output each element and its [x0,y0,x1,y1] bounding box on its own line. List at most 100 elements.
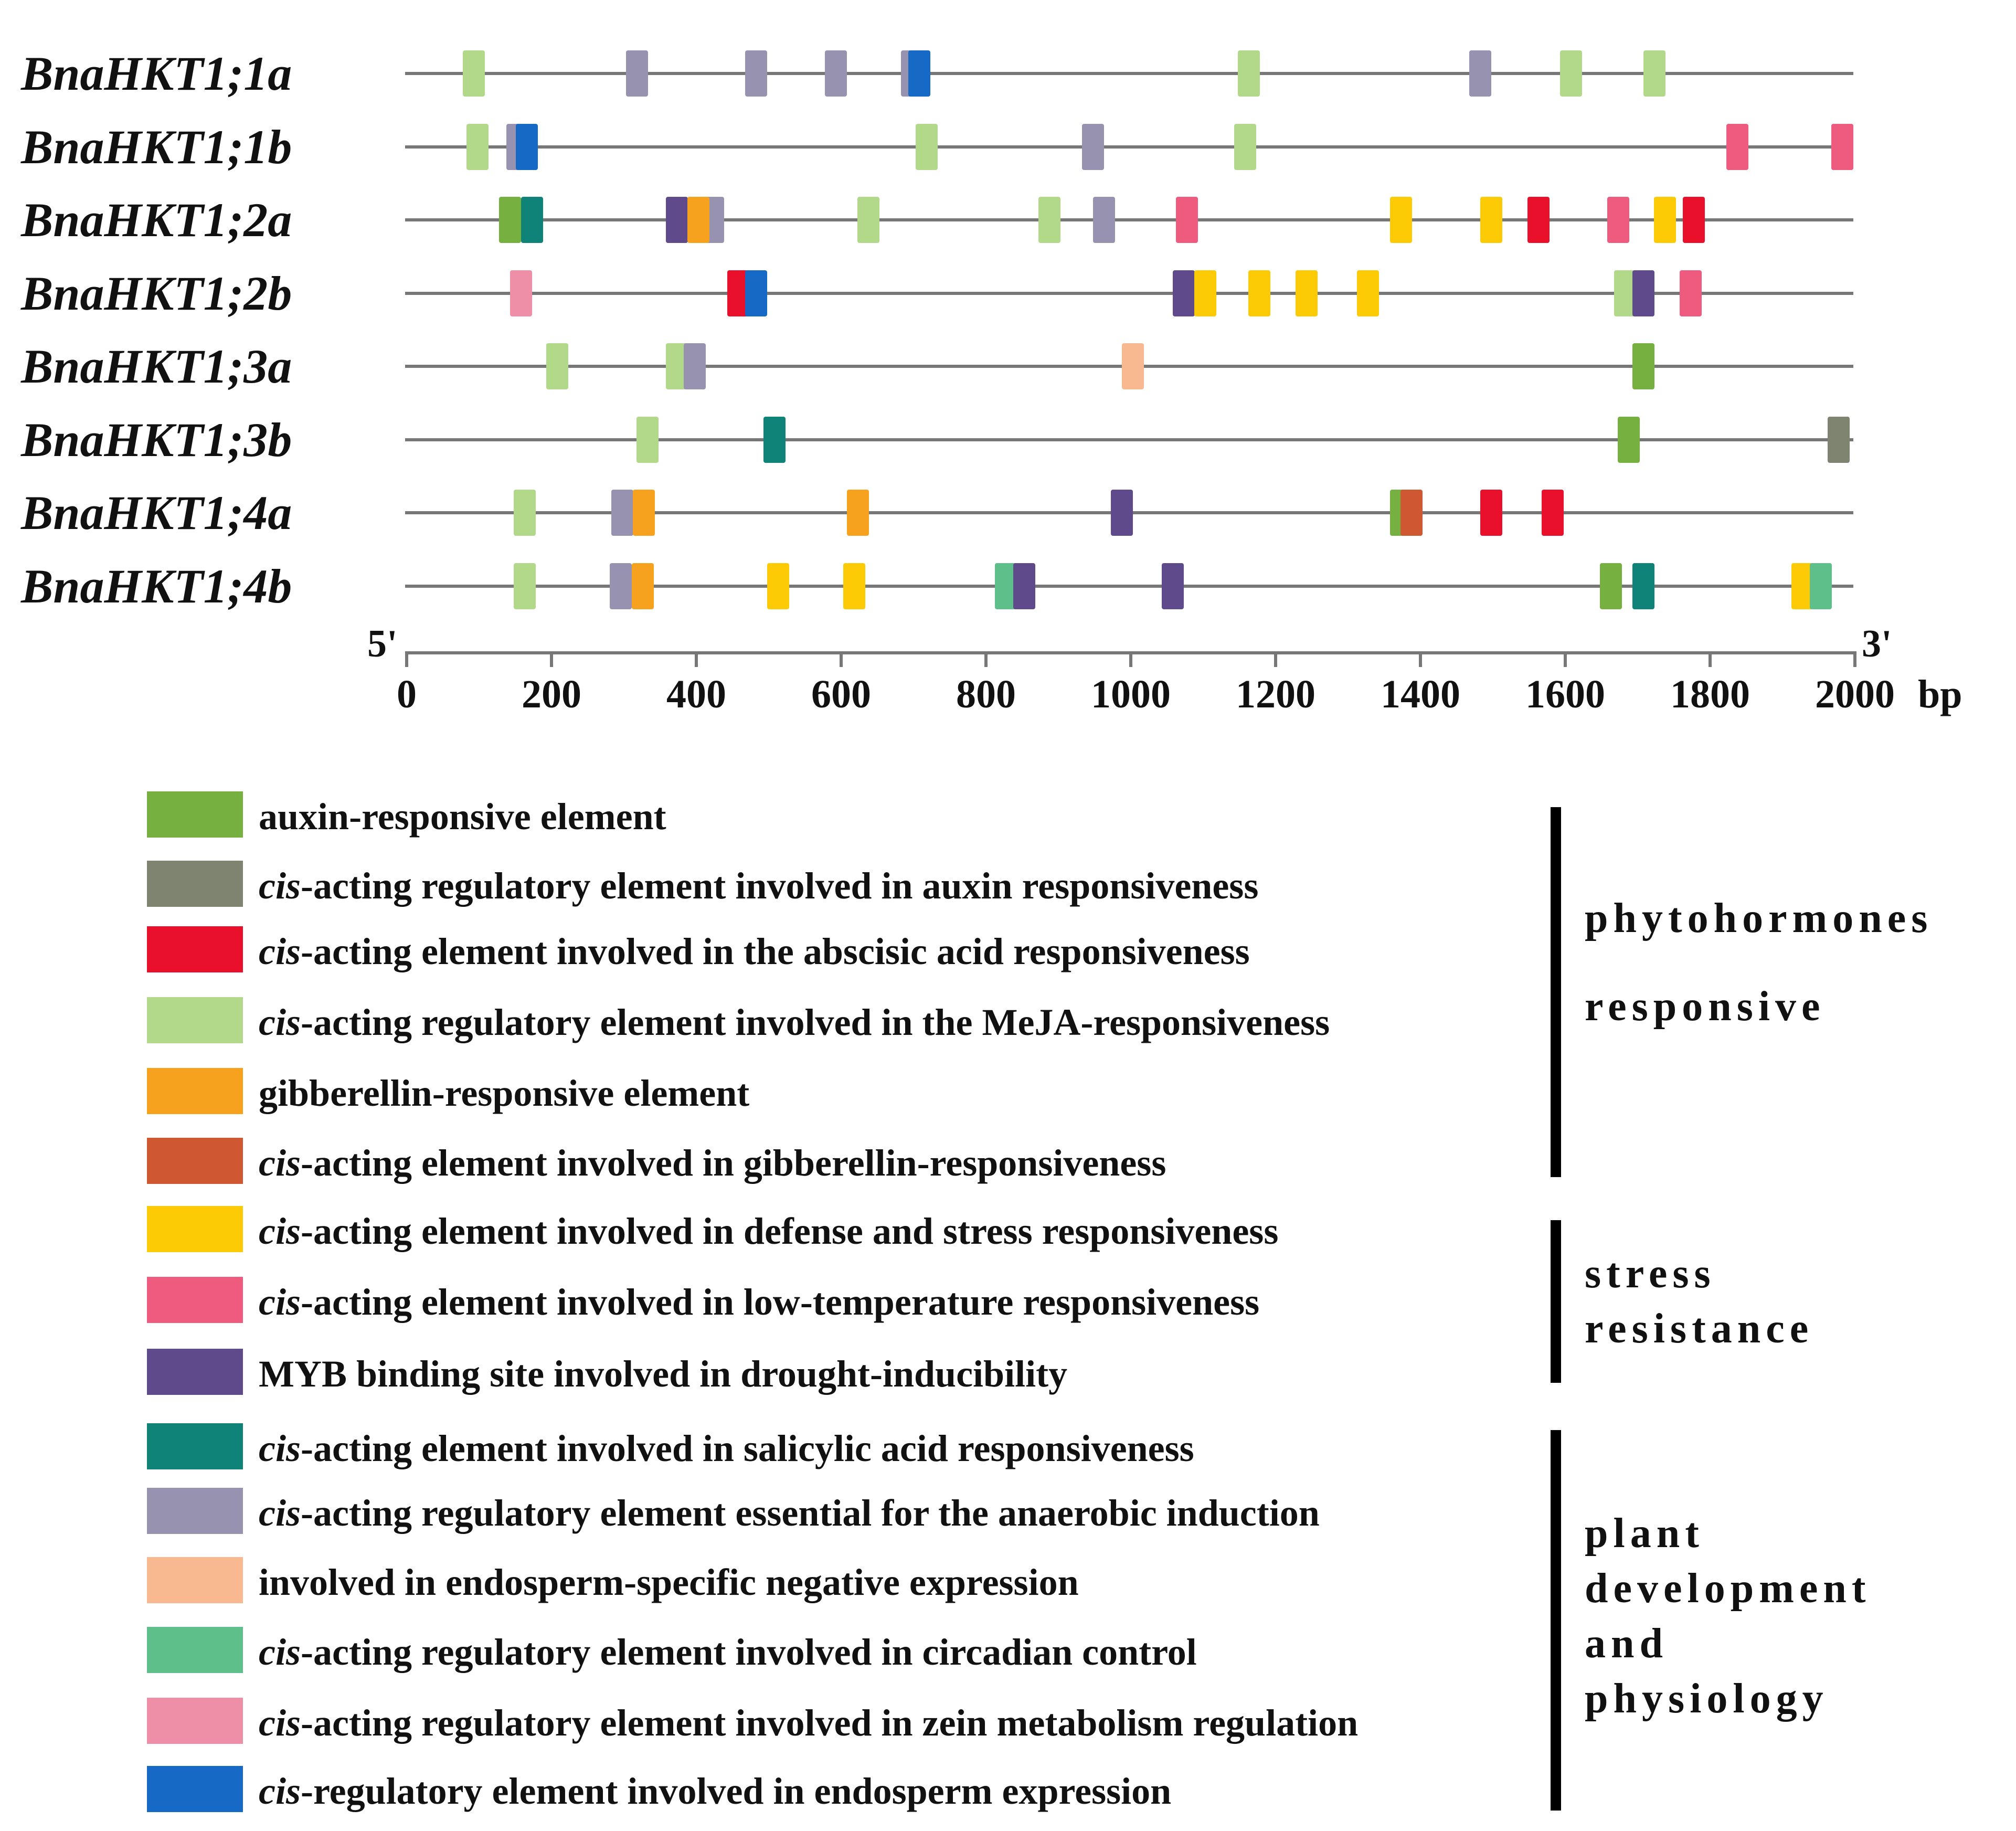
legend-item-myb: MYB binding site involved in drought-ind… [147,1349,1564,1401]
cis-element-anaerobic [611,490,633,536]
gene-promoter-line [405,438,1853,441]
axis-tick [695,651,698,667]
cis-element-lowtemp [1726,123,1749,170]
gene-promoter-line [405,218,1853,221]
cis-element-auxin [1618,416,1640,463]
gene-promoter-line [405,72,1853,75]
cis-element-defense [1248,270,1271,316]
legend-label-italic: cis [259,1142,301,1184]
legend-label: cis-acting element involved in the absci… [259,928,1250,975]
cis-element-auxin [1632,343,1654,389]
cis-element-meja [1038,197,1061,243]
cis-element-defense [1654,197,1677,243]
legend-label-text: -acting element involved in low-temperat… [300,1281,1260,1323]
axis-tick-label: 1000 [1091,672,1171,716]
legend-item-aba: cis-acting element involved in the absci… [147,926,1564,979]
legend-swatch [147,1277,243,1323]
cis-element-myb [1632,270,1654,316]
gene-label: BnaHKT1;2b [21,266,292,320]
cis-element-myb [665,197,688,243]
cis-element-anaerobic [684,343,706,389]
legend-label-text: -acting regulatory element essential for… [300,1492,1320,1534]
cis-element-meja [857,197,880,243]
legend-label: cis-acting element involved in defense a… [259,1208,1278,1254]
cis-element-meja [1234,123,1256,170]
legend-label: cis-regulatory element involved in endos… [259,1768,1171,1814]
legend-swatch [147,1766,243,1812]
legend-label-italic: cis [259,930,301,972]
legend-item-lowtemp: cis-acting element involved in low-tempe… [147,1277,1564,1329]
axis-tick-label: 200 [522,672,581,716]
legend-swatch [147,1138,243,1184]
legend-swatch [147,1557,243,1603]
cis-element-gib [631,563,654,609]
axis-tick [550,651,553,667]
axis-tick-label: 800 [956,672,1016,716]
legend-label-italic: cis [259,1001,301,1043]
legend-item-meja: cis-acting regulatory element involved i… [147,997,1564,1050]
promoter-diagram: BnaHKT1;1a BnaHKT1;1b BnaHKT1;2a BnaHKT1;2b… [0,0,2016,745]
cis-element-salicylic [521,197,543,243]
legend-label-italic: cis [259,1210,301,1252]
cis-element-gib [633,490,655,536]
axis-tick-label: 1800 [1670,672,1750,716]
legend-label: cis-acting element involved in salicylic… [259,1425,1194,1472]
three-prime-label: 3' [1862,622,1892,665]
legend-label-text: -acting element involved in defense and … [300,1210,1279,1252]
axis-tick [1419,651,1422,667]
axis-tick-label: 2000 [1815,672,1895,716]
legend: auxin-responsive element cis-acting regul… [0,777,2016,1826]
axis-tick [1129,651,1132,667]
cis-element-lowtemp [1679,270,1702,316]
legend-label-text: -acting element involved in the abscisic… [300,930,1250,972]
cis-element-anaerobic [625,50,648,97]
cis-element-auxin-reg [1828,416,1850,463]
cis-element-anaerobic [1082,123,1104,170]
axis-tick [984,651,988,667]
five-prime-label: 5' [367,622,398,665]
legend-item-endo-neg: involved in endosperm-specific negative … [147,1557,1564,1610]
group-label-development: plant development and physiology [1585,1506,1871,1727]
group-label-line: stress [1585,1251,1716,1297]
legend-swatch [147,1423,243,1469]
cis-element-gib [846,490,869,536]
cis-element-gib-cis [1400,490,1423,536]
cis-element-salicylic [763,416,786,463]
legend-item-circadian: cis-acting regulatory element involved i… [147,1627,1564,1679]
cis-element-meja [1643,50,1665,97]
legend-label: cis-acting regulatory element involved i… [259,999,1330,1045]
cis-element-defense [843,563,865,609]
cis-element-endo-expr [515,123,538,170]
cis-element-myb [1172,270,1195,316]
group-bracket-stress [1551,1220,1561,1383]
gene-label: BnaHKT1;1a [21,47,292,100]
legend-swatch [147,1349,243,1395]
cis-element-meja [1559,50,1582,97]
legend-label-text: -acting element involved in gibberellin-… [300,1142,1166,1184]
legend-swatch [147,997,243,1043]
legend-swatch [147,791,243,838]
group-label-line: resistance [1585,1306,1814,1352]
legend-label-text: -acting regulatory element involved in a… [300,865,1259,907]
legend-label-italic: cis [259,1281,301,1323]
legend-label-italic: cis [259,1702,301,1744]
legend-swatch [147,1488,243,1534]
cis-element-meja [463,50,485,97]
group-label-line: physiology [1585,1676,1829,1722]
legend-label-text: gibberellin-responsive element [259,1072,750,1114]
axis-tick-label: 400 [666,672,726,716]
axis-tick-label: 1600 [1525,672,1605,716]
group-label-stress: stress resistance [1585,1246,1813,1357]
gene-promoter-line [405,291,1853,295]
axis-tick [405,651,408,667]
cis-element-myb [1111,490,1133,536]
cis-element-aba [1527,197,1550,243]
axis-tick [1274,651,1277,667]
axis-tick-label: 0 [397,672,417,716]
cis-element-defense [1389,197,1412,243]
legend-label: cis-acting regulatory element essential … [259,1490,1320,1536]
legend-label-text: auxin-responsive element [259,796,666,838]
legend-swatch [147,1698,243,1744]
gene-label: BnaHKT1;1b [21,120,292,174]
legend-label-italic: cis [259,1770,301,1812]
